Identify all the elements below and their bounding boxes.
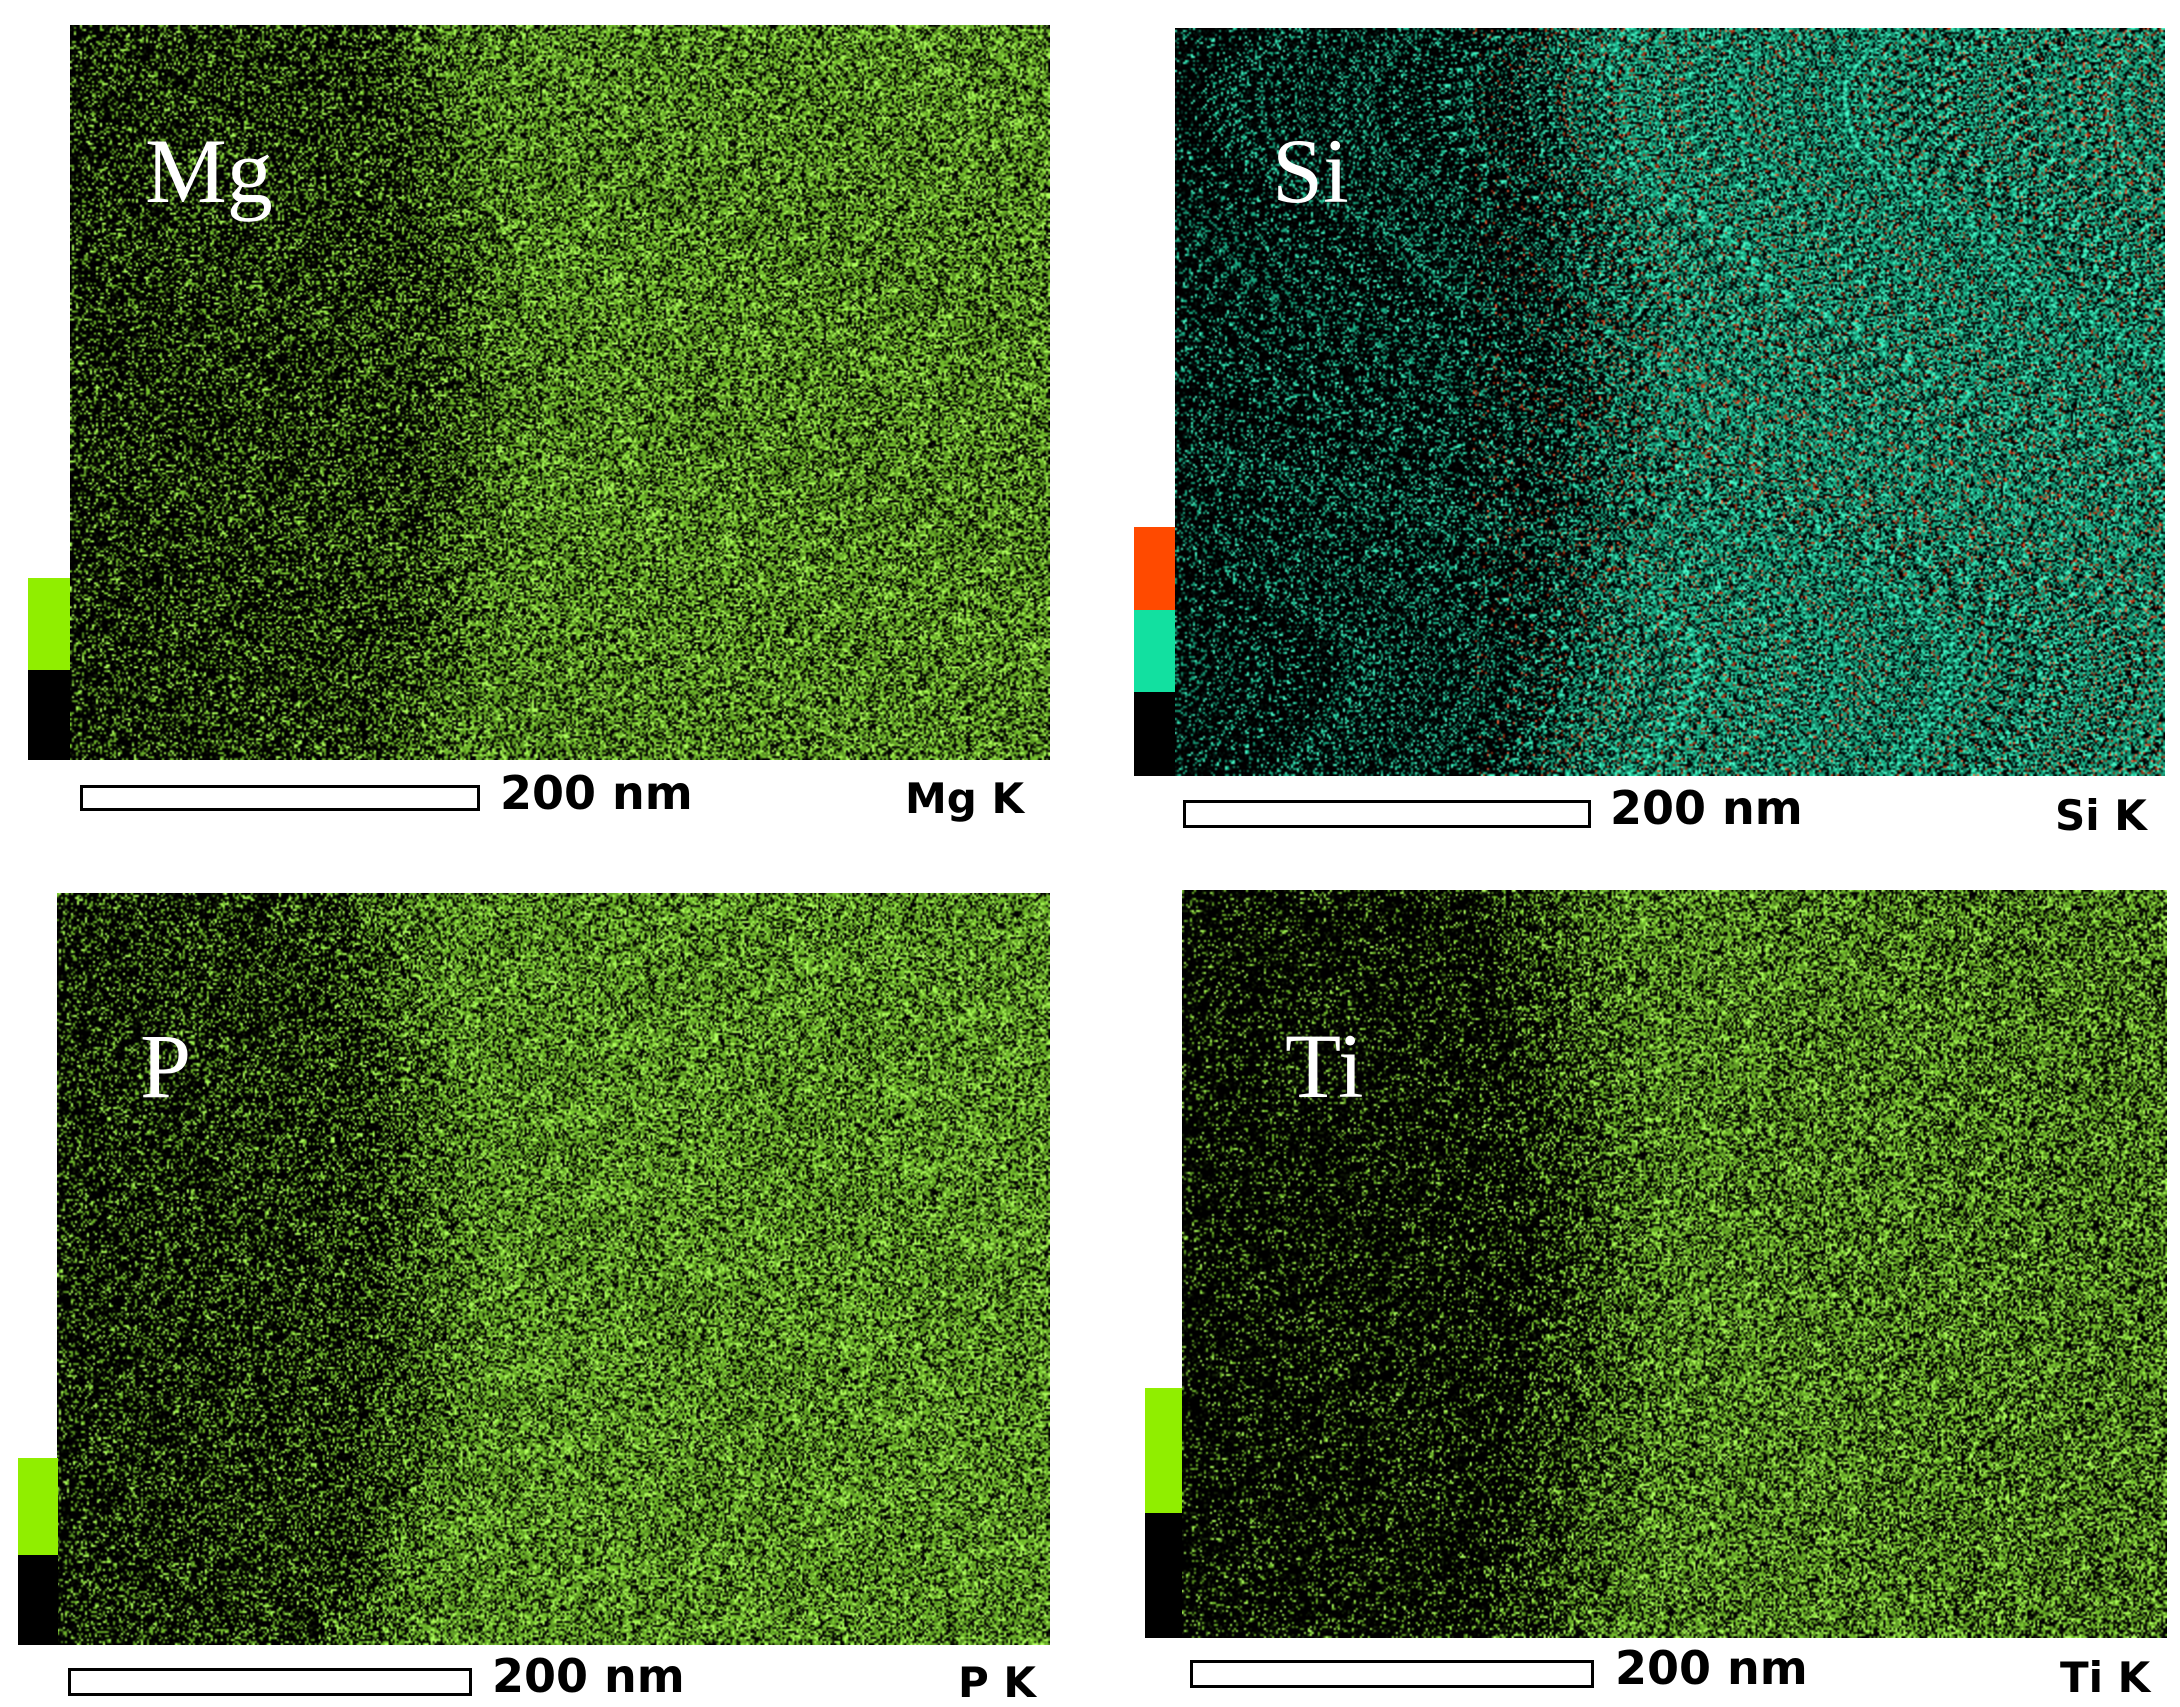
si-scale-label: 200 nm <box>1610 781 1803 835</box>
mg-legend-swatch-high <box>28 578 70 670</box>
p-scale-bar <box>68 1668 472 1696</box>
mg-legend-swatch-low <box>28 670 70 760</box>
ti-legend-swatch-low <box>1145 1513 1182 1638</box>
ti-xray-line-label: Ti K <box>2060 1653 2151 1702</box>
ti-map-canvas <box>1182 890 2167 1638</box>
si-legend-swatch-red <box>1134 527 1175 610</box>
si-legend-swatch-low <box>1134 692 1175 776</box>
p-legend-swatch-high <box>18 1458 58 1555</box>
mg-map-canvas <box>70 25 1050 760</box>
mg-elemental-map <box>70 25 1050 760</box>
si-map-canvas <box>1175 28 2165 776</box>
si-legend-swatch-cyan <box>1134 610 1175 692</box>
ti-elemental-map <box>1182 890 2167 1638</box>
si-element-label: Si <box>1272 120 1349 222</box>
ti-legend-swatch-high <box>1145 1388 1182 1513</box>
p-legend-swatch-low <box>18 1555 58 1645</box>
mg-element-label: Mg <box>145 120 273 222</box>
p-element-label: P <box>140 1015 192 1117</box>
mg-scale-label: 200 nm <box>500 766 693 820</box>
p-scale-label: 200 nm <box>492 1649 685 1703</box>
p-elemental-map <box>57 893 1050 1645</box>
si-scale-bar <box>1183 800 1591 828</box>
mg-scale-bar <box>80 785 480 811</box>
p-map-canvas <box>57 893 1050 1645</box>
si-xray-line-label: Si K <box>2055 791 2147 840</box>
ti-scale-bar <box>1190 1660 1594 1688</box>
ti-scale-label: 200 nm <box>1615 1641 1808 1695</box>
ti-element-label: Ti <box>1285 1015 1364 1117</box>
si-elemental-map <box>1175 28 2165 776</box>
p-xray-line-label: P K <box>958 1658 1036 1707</box>
mg-xray-line-label: Mg K <box>905 774 1025 823</box>
